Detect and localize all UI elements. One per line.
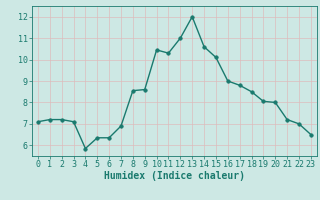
X-axis label: Humidex (Indice chaleur): Humidex (Indice chaleur) [104,171,245,181]
